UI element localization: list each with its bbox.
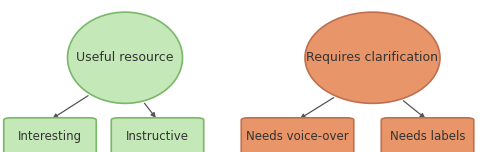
FancyBboxPatch shape <box>4 118 96 152</box>
Text: Needs labels: Needs labels <box>390 130 465 143</box>
Text: Interesting: Interesting <box>18 130 82 143</box>
FancyBboxPatch shape <box>382 118 474 152</box>
Ellipse shape <box>305 12 440 103</box>
Text: Useful resource: Useful resource <box>76 51 174 64</box>
Ellipse shape <box>68 12 182 103</box>
FancyBboxPatch shape <box>241 118 354 152</box>
Text: Requires clarification: Requires clarification <box>306 51 438 64</box>
FancyBboxPatch shape <box>111 118 204 152</box>
Text: Needs voice-over: Needs voice-over <box>246 130 349 143</box>
Text: Instructive: Instructive <box>126 130 189 143</box>
